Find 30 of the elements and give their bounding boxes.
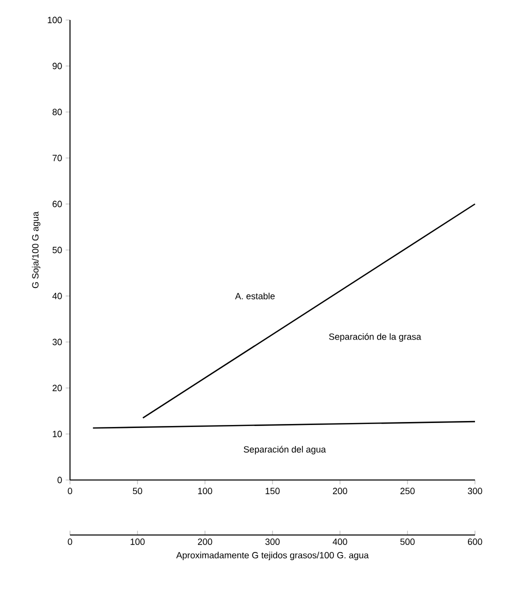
x2-axis-title: Aproximadamente G tejidos grasos/100 G. agua (176, 552, 369, 560)
y-tick-label: 90 (52, 62, 62, 70)
x-tick-label: 0 (68, 488, 72, 494)
x-tick-label: 200 (332, 488, 348, 494)
x2-tick-label: 200 (198, 538, 212, 545)
y-tick-label: 50 (52, 246, 62, 254)
y-tick-label: 100 (48, 16, 62, 24)
x-tick-label: 150 (266, 488, 280, 494)
x2-tick-label: 600 (468, 538, 482, 545)
y-axis-title: G Soja/100 G agua (32, 211, 40, 288)
y-tick-label: 20 (52, 384, 62, 392)
x2-tick-label: 500 (400, 538, 415, 545)
annotation: Separación del agua (244, 446, 326, 454)
y-tick-label: 30 (52, 338, 62, 346)
x-tick-label: 300 (468, 488, 482, 494)
x2-tick-label: 400 (332, 538, 348, 545)
y-tick-label: 80 (52, 108, 62, 116)
y-tick-label: 0 (58, 476, 62, 484)
x-tick-label: 50 (132, 488, 142, 494)
y-tick-label: 70 (52, 154, 62, 162)
x2-tick-label: 300 (265, 538, 280, 545)
y-tick-label: 10 (52, 430, 62, 438)
y-tick-label: 60 (52, 200, 62, 208)
x-tick-label: 250 (400, 488, 415, 494)
y-tick-label: 40 (52, 292, 62, 300)
x2-tick-label: 100 (130, 538, 145, 545)
annotation: Separación de la grasa (329, 333, 422, 342)
annotation: A. estable (235, 292, 275, 300)
x-tick-label: 100 (198, 488, 212, 494)
x2-tick-label: 0 (68, 538, 72, 545)
